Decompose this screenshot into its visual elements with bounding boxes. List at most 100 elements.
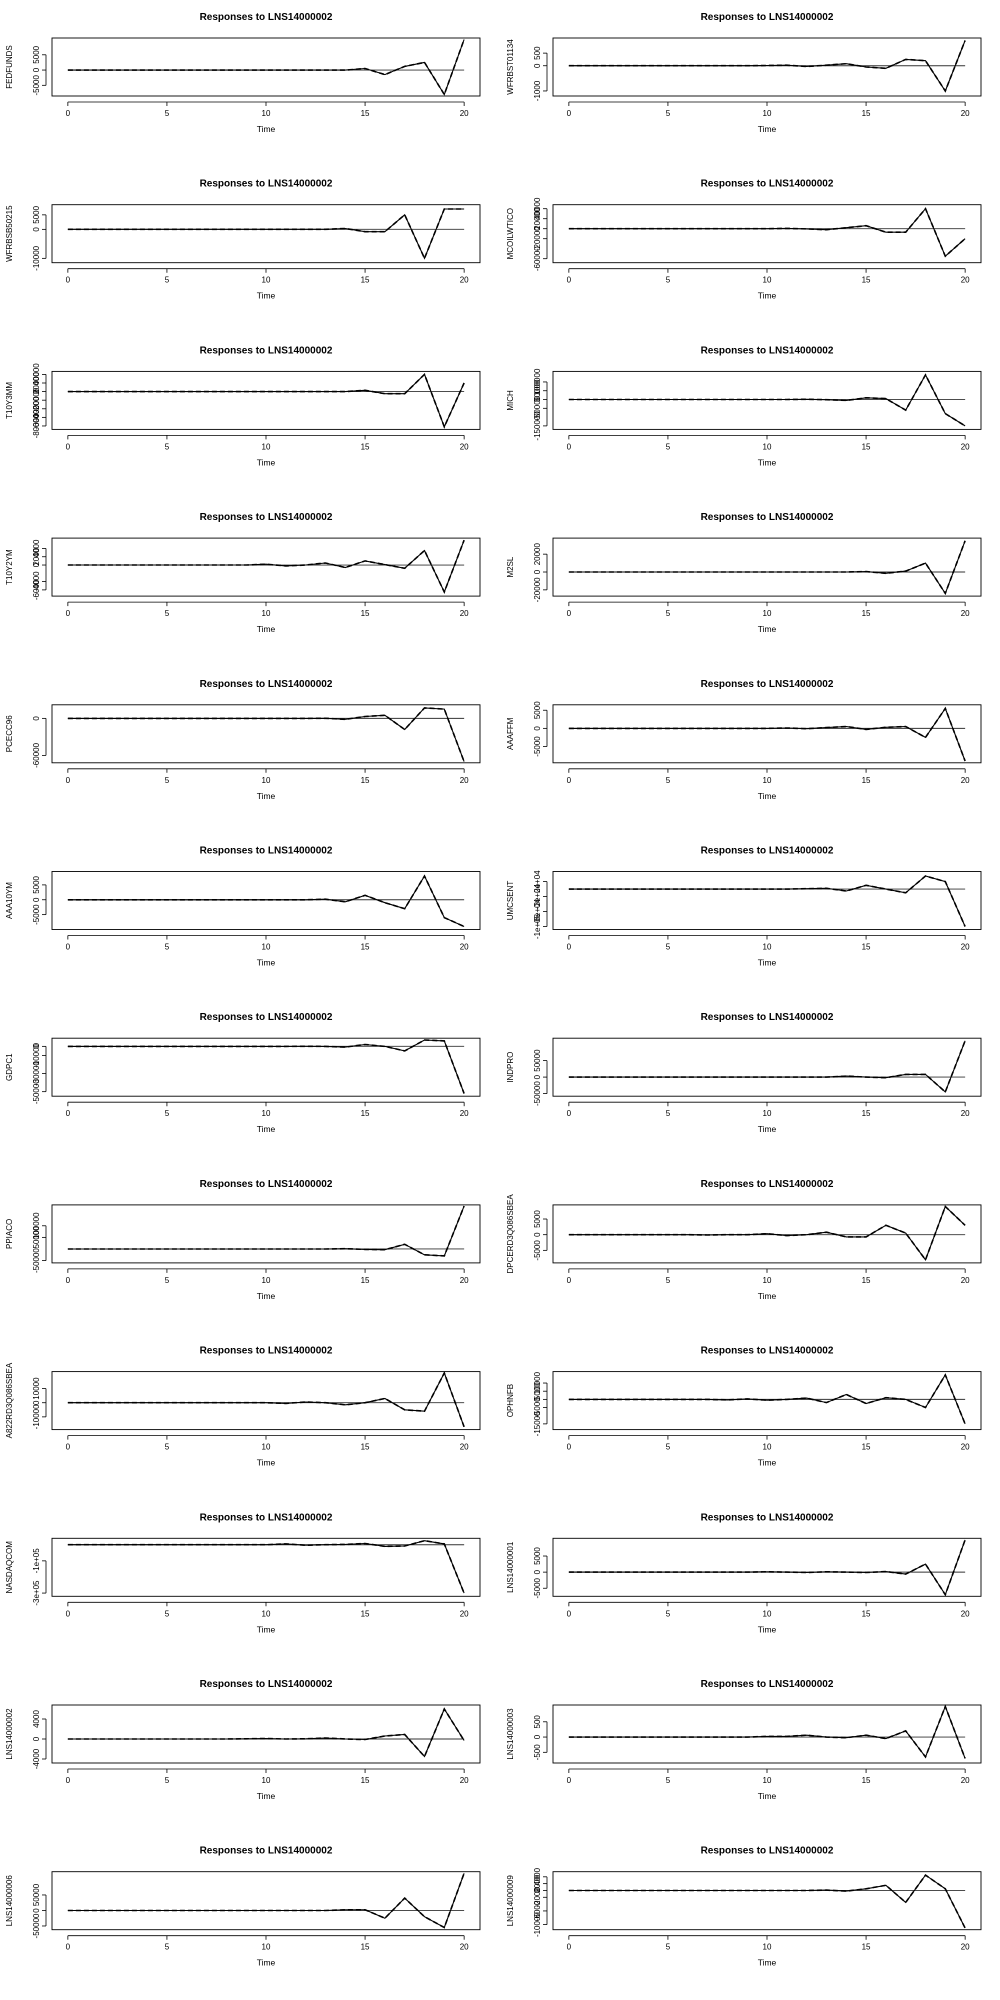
x-tick-label: 5 <box>165 1776 170 1785</box>
y-tick-label: -20000 <box>533 226 542 251</box>
x-tick-label: 0 <box>567 1109 572 1118</box>
x-tick-label: 10 <box>262 1609 271 1618</box>
x-tick-label: 0 <box>567 1609 572 1618</box>
x-tick-label: 5 <box>666 1276 671 1285</box>
y-tick-label: -30000 <box>32 1061 41 1086</box>
y-tick-label: -40000 <box>32 396 41 421</box>
irf-panel: Responses to LNS14000002 0 5 10 15 20 Time -500… <box>506 1179 982 1301</box>
y-tick-label: 0 <box>533 397 542 402</box>
x-axis-label: Time <box>257 291 276 301</box>
x-tick-label: 20 <box>460 1943 469 1952</box>
y-tick-label: -5000 <box>32 75 41 96</box>
x-tick-label: 20 <box>961 943 970 952</box>
x-axis-label: Time <box>758 624 777 634</box>
panel-title: Responses to LNS14000002 <box>701 12 834 23</box>
x-tick-label: 0 <box>66 1276 71 1285</box>
irf-panel: Responses to LNS14000002 0 5 10 15 20 Time -100… <box>506 1846 982 1968</box>
x-axis-label: Time <box>257 1624 276 1634</box>
response-line <box>568 707 966 762</box>
x-tick-label: 0 <box>66 1609 71 1618</box>
x-tick-label: 0 <box>66 1776 71 1785</box>
y-tick-label: -10000 <box>32 1042 41 1067</box>
irf-panel: Responses to LNS14000002 0 5 10 15 20 Time -600… <box>5 512 481 634</box>
irf-panel: Responses to LNS14000002 0 5 10 15 20 Time -500… <box>5 12 481 134</box>
x-tick-label: 0 <box>66 1943 71 1952</box>
irf-panel: Responses to LNS14000002 0 5 10 15 20 Time -400… <box>5 1679 481 1801</box>
x-tick-label: 15 <box>361 1443 370 1452</box>
x-tick-label: 0 <box>66 1109 71 1118</box>
x-tick-label: 5 <box>165 1276 170 1285</box>
x-tick-label: 5 <box>165 1109 170 1118</box>
plot-frame <box>51 1037 481 1097</box>
plot-frame <box>51 370 481 430</box>
x-tick-label: 10 <box>763 1609 772 1618</box>
response-line <box>568 540 966 595</box>
x-tick-label: 10 <box>262 1109 271 1118</box>
x-tick-label: 10 <box>763 1943 772 1952</box>
response-line-dashed <box>67 372 465 429</box>
plot-frame <box>552 370 982 430</box>
irf-panel: Responses to LNS14000002 0 5 10 15 20 Time -500… <box>5 1179 481 1301</box>
response-line <box>568 875 966 927</box>
x-axis-label: Time <box>257 1124 276 1134</box>
panel-title: Responses to LNS14000002 <box>701 345 834 356</box>
y-axis-label: LNS14000001 <box>506 1541 515 1593</box>
panel-title: Responses to LNS14000002 <box>200 679 333 690</box>
y-tick-label: 50000 <box>533 379 542 402</box>
irf-panel: Responses to LNS14000002 0 5 10 15 20 Time -500… <box>506 679 982 801</box>
x-tick-label: 15 <box>862 1609 871 1618</box>
x-tick-label: 0 <box>567 1776 572 1785</box>
x-tick-label: 15 <box>862 276 871 285</box>
response-line-dashed <box>67 539 465 595</box>
response-line <box>67 540 465 594</box>
x-axis-label: Time <box>758 1624 777 1634</box>
response-line-dashed <box>67 1873 465 1929</box>
y-axis-label: LNS14000002 <box>5 1708 14 1760</box>
x-tick-label: 0 <box>66 943 71 952</box>
y-tick-label: -1000 <box>533 80 542 101</box>
x-tick-label: 5 <box>666 442 671 451</box>
y-tick-label: 0 <box>32 1908 41 1913</box>
y-tick-label: -6000 <box>533 1900 542 1921</box>
y-axis-label: PPIACO <box>5 1219 14 1249</box>
x-axis-label: Time <box>758 1458 777 1468</box>
plot-frame <box>51 1704 481 1764</box>
y-tick-label: -20000 <box>533 577 542 602</box>
x-tick-label: 15 <box>862 442 871 451</box>
x-tick-label: 10 <box>763 1443 772 1452</box>
y-tick-label: 5000 <box>533 701 542 719</box>
response-line <box>568 1205 966 1261</box>
x-tick-label: 0 <box>567 1443 572 1452</box>
panel-title: Responses to LNS14000002 <box>701 846 834 857</box>
x-tick-label: 20 <box>961 609 970 618</box>
response-line-dashed <box>67 39 465 97</box>
y-tick-label: -50000 <box>32 1079 41 1104</box>
y-axis-label: AAAFFM <box>506 717 515 750</box>
y-tick-label: 100000 <box>533 368 542 395</box>
plot-frame <box>552 871 982 930</box>
plot-frame <box>552 1371 982 1431</box>
y-tick-label: -50000 <box>32 1913 41 1938</box>
x-tick-label: 10 <box>763 1776 772 1785</box>
y-tick-label: 0 <box>533 63 542 68</box>
x-tick-label: 10 <box>763 1276 772 1285</box>
irf-panel: Responses to LNS14000002 0 5 10 15 20 Time -200… <box>506 512 982 634</box>
plot-frame <box>51 537 481 597</box>
x-tick-label: 10 <box>262 109 271 118</box>
y-axis-label: GDPC1 <box>5 1053 14 1081</box>
x-axis-label: Time <box>758 791 777 801</box>
x-tick-label: 15 <box>862 776 871 785</box>
response-line-dashed <box>568 1539 966 1597</box>
panel-title: Responses to LNS14000002 <box>701 1012 834 1023</box>
irf-panel: Responses to LNS14000002 0 5 10 15 20 Time -800… <box>5 345 481 467</box>
x-axis-label: Time <box>758 291 777 301</box>
y-tick-label: 2000 <box>533 1874 542 1892</box>
y-axis-label: WFRBSB50215 <box>5 205 14 262</box>
panel-title: Responses to LNS14000002 <box>701 1179 834 1190</box>
response-line <box>67 1540 465 1594</box>
y-axis-label: FEDFUNDS <box>5 45 14 89</box>
plot-frame <box>51 1371 481 1431</box>
y-axis-label: UMCSENT <box>506 881 515 921</box>
plot-frame <box>51 1871 481 1931</box>
